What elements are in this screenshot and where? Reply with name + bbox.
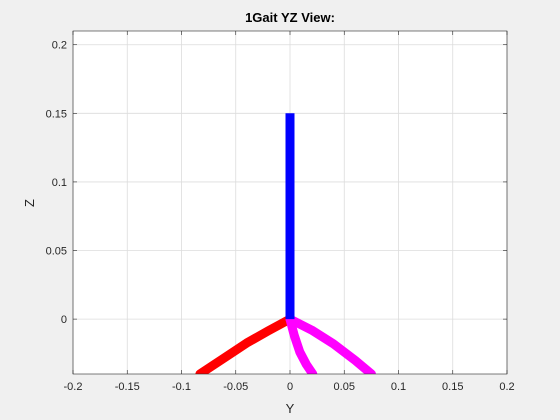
- x-tick-label: -0.05: [223, 381, 248, 393]
- y-axis-label: Z: [22, 199, 37, 207]
- x-tick-label: -0.1: [172, 381, 191, 393]
- x-tick-label: 0.15: [442, 381, 463, 393]
- x-tick-label: 0.05: [334, 381, 355, 393]
- data-series: [195, 113, 376, 374]
- y-tick-label: 0: [61, 314, 67, 326]
- x-tick-label: -0.2: [64, 381, 83, 393]
- x-tick-label: 0.2: [499, 381, 514, 393]
- chart-title: 1Gait YZ View:: [245, 10, 335, 25]
- series-line-magenta-2: [285, 314, 376, 374]
- axis-ticks: [72, 31, 508, 374]
- y-tick-label: 0.15: [46, 108, 67, 120]
- y-tick-label: 0.05: [46, 246, 67, 258]
- series-line-red: [195, 314, 295, 374]
- y-tick-label: 0.1: [52, 177, 67, 189]
- y-tick-labels: 0 0.05 0.1 0.15 0.2: [46, 40, 67, 326]
- x-tick-label: -0.15: [115, 381, 140, 393]
- x-tick-labels: -0.2 -0.15 -0.1 -0.05 0 0.05 0.1 0.15 0.2: [64, 381, 515, 393]
- x-tick-label: 0.1: [391, 381, 406, 393]
- series-line-magenta-1: [285, 314, 318, 374]
- x-axis-label: Y: [286, 401, 295, 416]
- y-tick-label: 0.2: [52, 40, 67, 52]
- x-tick-label: 0: [287, 381, 293, 393]
